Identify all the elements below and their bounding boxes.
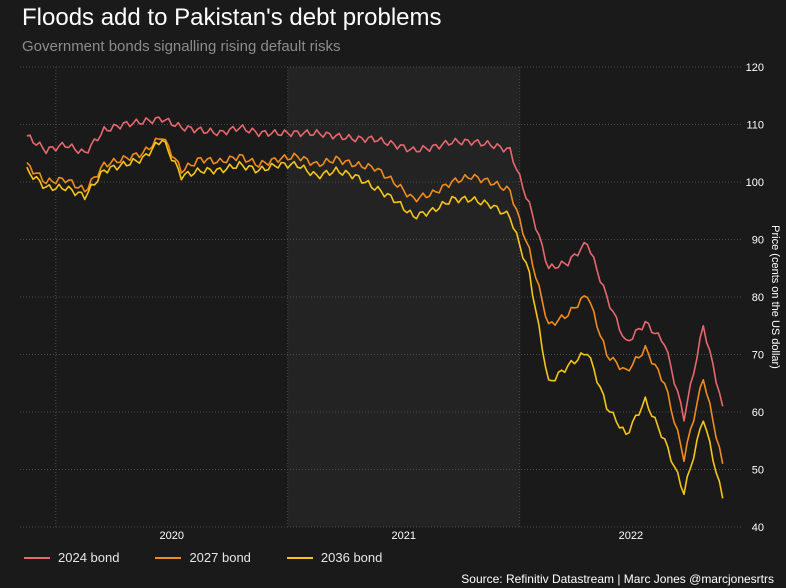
chart-legend: 2024 bond 2027 bond 2036 bond [24,550,382,565]
y-tick-label: 60 [752,407,764,419]
legend-item-2036: 2036 bond [286,550,383,565]
y-tick-label: 50 [752,465,764,477]
y-tick-label: 90 [752,235,764,247]
source-credit: Source: Refinitiv Datastream | Marc Jone… [461,572,774,586]
legend-item-2024: 2024 bond [24,550,119,565]
x-tick-label: 2020 [160,530,184,542]
x-tick-label: 2022 [619,530,643,542]
series-line-2036-bond [26,139,724,499]
legend-swatch-2024 [24,556,50,559]
y-tick-label: 110 [746,120,764,132]
legend-item-2027: 2027 bond [155,550,251,565]
legend-label-2036: 2036 bond [320,550,383,565]
page-title: Floods add to Pakistan's debt problems [22,4,442,31]
legend-swatch-2036 [286,556,313,559]
x-tick-label: 2021 [391,530,415,542]
legend-label-2024: 2024 bond [58,550,120,565]
y-tick-label: 80 [752,292,764,304]
y-axis-label: Price (cents on the US dollar) [769,225,781,369]
y-tick-label: 40 [752,522,764,534]
series-line-2024-bond [26,116,724,422]
legend-swatch-2027 [155,556,182,559]
series-line-2027-bond [26,137,724,464]
legend-label-2027: 2027 bond [189,550,251,565]
page-subtitle: Government bonds signalling rising defau… [22,38,341,55]
y-tick-label: 70 [752,350,764,362]
y-tick-label: 100 [746,177,764,189]
y-tick-label: 120 [746,62,764,74]
